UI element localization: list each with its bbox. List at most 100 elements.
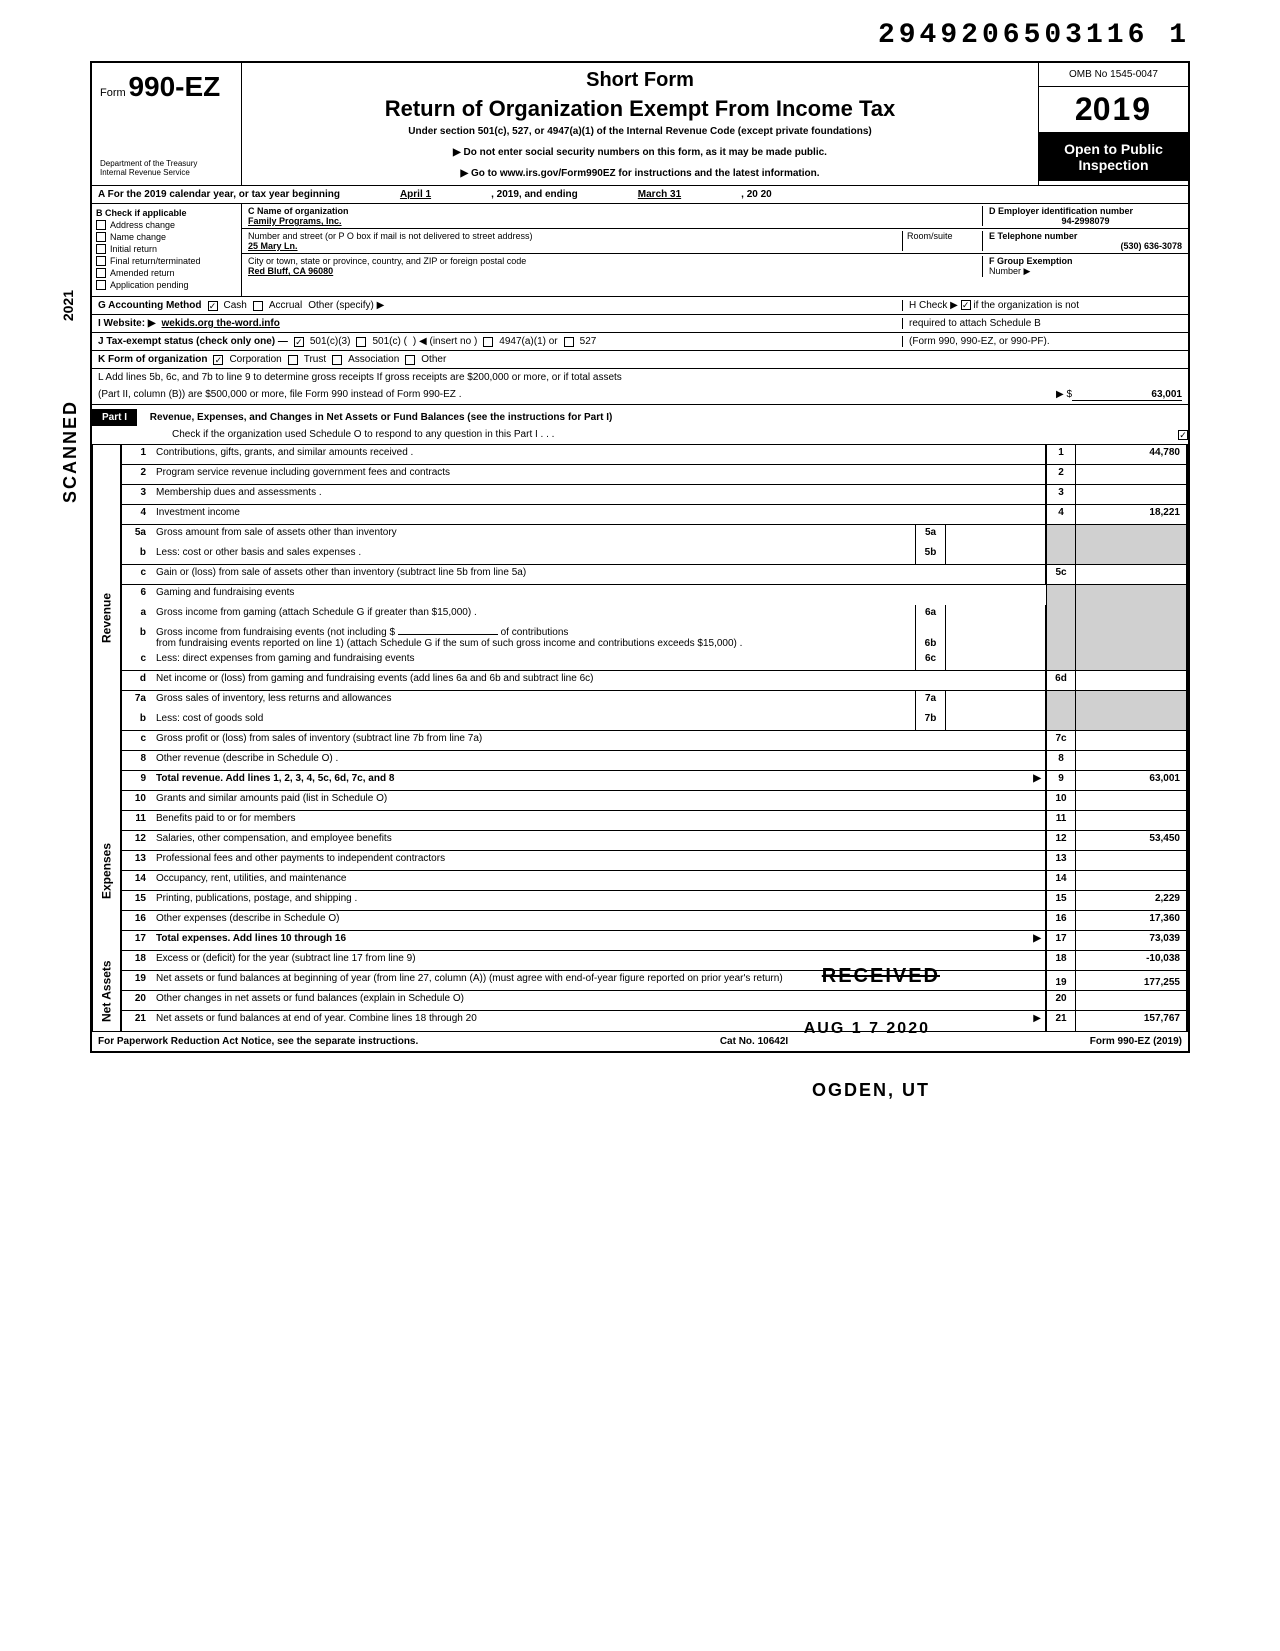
chk-trust[interactable] <box>288 355 298 365</box>
chk-527[interactable] <box>564 337 574 347</box>
lbl-501c: 501(c) ( <box>372 336 406 347</box>
line13-value <box>1076 851 1186 870</box>
line1-num: 1 <box>122 445 152 464</box>
line9-num: 9 <box>122 771 152 790</box>
row-l-arrow: ▶ $ <box>1056 389 1072 401</box>
chk-corporation[interactable]: ✓ <box>213 355 223 365</box>
chk-initial-return[interactable] <box>96 244 106 254</box>
lbl-4947: 4947(a)(1) or <box>499 336 557 347</box>
row-a-year-end: , 20 20 <box>741 189 772 200</box>
line6c-num: c <box>122 651 152 670</box>
chk-501c3[interactable]: ✓ <box>294 337 304 347</box>
line6a-mnum: 6a <box>916 605 946 625</box>
line6b-desc2: of contributions <box>501 627 569 638</box>
line17-num: 17 <box>122 931 152 950</box>
line6d-num: d <box>122 671 152 690</box>
tax-year-begin: April 1 <box>400 189 431 200</box>
chk-name-change[interactable] <box>96 232 106 242</box>
line6b-mval <box>946 625 1046 651</box>
line5b-desc: Less: cost or other basis and sales expe… <box>152 545 916 564</box>
line21-arrow: ▶ <box>1033 1013 1041 1024</box>
omb-number: OMB No 1545-0047 <box>1039 63 1188 87</box>
chk-final-return[interactable] <box>96 256 106 266</box>
line6d-value <box>1076 671 1186 690</box>
line3-rnum: 3 <box>1046 485 1076 504</box>
line9-arrow: ▶ <box>1033 773 1041 784</box>
line19-value: 177,255 <box>1076 971 1186 990</box>
year-digits: 019 <box>1093 91 1152 127</box>
chk-other-org[interactable] <box>405 355 415 365</box>
under-section: Under section 501(c), 527, or 4947(a)(1)… <box>254 126 1026 137</box>
line20-rnum: 20 <box>1046 991 1076 1010</box>
chk-app-pending[interactable] <box>96 280 106 290</box>
phone-value: (530) 636-3078 <box>989 241 1182 251</box>
line6a-rnum-shade <box>1046 605 1076 625</box>
line16-rnum: 16 <box>1046 911 1076 930</box>
row-j-label: J Tax-exempt status (check only one) — <box>98 336 288 347</box>
line20-num: 20 <box>122 991 152 1010</box>
line6b-rval-shade <box>1076 625 1186 651</box>
line6b-desc1: Gross income from fundraising events (no… <box>156 627 395 638</box>
line19-num: 19 <box>122 971 152 990</box>
row-i: I Website: ▶ wekids.org the-word.info re… <box>90 315 1190 333</box>
line13-num: 13 <box>122 851 152 870</box>
city-value: Red Bluff, CA 96080 <box>248 266 982 276</box>
line5a-desc: Gross amount from sale of assets other t… <box>152 525 916 545</box>
line2-rnum: 2 <box>1046 465 1076 484</box>
line7a-mval <box>946 691 1046 711</box>
note-ssn: ▶ Do not enter social security numbers o… <box>254 147 1026 158</box>
addr-value: 25 Mary Ln. <box>248 241 902 251</box>
lbl-527: 527 <box>580 336 597 347</box>
line11-value <box>1076 811 1186 830</box>
row-h-text4: (Form 990, 990-EZ, or 990-PF). <box>902 336 1182 347</box>
dept-irs: Internal Revenue Service <box>100 168 233 177</box>
line12-value: 53,450 <box>1076 831 1186 850</box>
lbl-cash: Cash <box>224 300 247 311</box>
chk-schedule-o-part1[interactable]: ✓ <box>1178 430 1188 440</box>
form-number: 990-EZ <box>128 71 220 102</box>
line6a-mval <box>946 605 1046 625</box>
section-revenue-label: Revenue <box>92 445 120 791</box>
lbl-initial-return: Initial return <box>110 244 157 254</box>
year-prefix: 2 <box>1075 91 1093 127</box>
line7b-rval-shade <box>1076 711 1186 730</box>
chk-address-change[interactable] <box>96 220 106 230</box>
row-h-text1: H Check ▶ <box>909 300 958 311</box>
line20-desc: Other changes in net assets or fund bala… <box>152 991 1046 1010</box>
part1-label: Part I <box>92 409 137 426</box>
chk-association[interactable] <box>332 355 342 365</box>
line10-desc: Grants and similar amounts paid (list in… <box>152 791 1046 810</box>
chk-cash[interactable]: ✓ <box>208 301 218 311</box>
line6b-mnum: 6b <box>916 625 946 651</box>
chk-amended[interactable] <box>96 268 106 278</box>
line13-desc: Professional fees and other payments to … <box>152 851 1046 870</box>
line5b-rval-shade <box>1076 545 1186 564</box>
row-g-label: G Accounting Method <box>98 300 202 311</box>
expenses-section: Expenses 10 Grants and similar amounts p… <box>90 791 1190 951</box>
line10-rnum: 10 <box>1046 791 1076 810</box>
footer-left: For Paperwork Reduction Act Notice, see … <box>98 1036 418 1047</box>
c-name-label: C Name of organization <box>248 206 982 216</box>
line7b-num: b <box>122 711 152 730</box>
row-g: G Accounting Method ✓Cash Accrual Other … <box>90 297 1190 315</box>
chk-501c[interactable] <box>356 337 366 347</box>
line5c-num: c <box>122 565 152 584</box>
lbl-amended: Amended return <box>110 268 175 278</box>
chk-accrual[interactable] <box>253 301 263 311</box>
line6a-rval-shade <box>1076 605 1186 625</box>
line8-desc: Other revenue (describe in Schedule O) . <box>152 751 1046 770</box>
dept-treasury: Department of the Treasury <box>100 159 233 168</box>
line7c-desc: Gross profit or (loss) from sales of inv… <box>152 731 1046 750</box>
row-j: J Tax-exempt status (check only one) — ✓… <box>90 333 1190 351</box>
footer-right: Form 990-EZ (2019) <box>1090 1036 1182 1047</box>
f-group-label: F Group Exemption <box>989 256 1182 266</box>
line6c-mval <box>946 651 1046 670</box>
line14-rnum: 14 <box>1046 871 1076 890</box>
line7a-rval-shade <box>1076 691 1186 711</box>
line4-num: 4 <box>122 505 152 524</box>
line15-value: 2,229 <box>1076 891 1186 910</box>
chk-schedule-b[interactable]: ✓ <box>961 300 971 310</box>
row-h-text3: required to attach Schedule B <box>902 318 1182 329</box>
lbl-insert-no: ) ◀ (insert no ) <box>413 336 477 347</box>
chk-4947[interactable] <box>483 337 493 347</box>
